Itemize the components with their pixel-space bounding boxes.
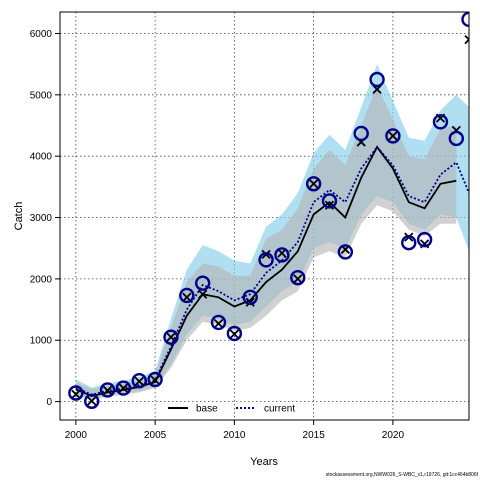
- point-current: [416, 231, 433, 248]
- point-base: [102, 385, 113, 396]
- point-current: [321, 193, 338, 209]
- point-base: [118, 383, 129, 393]
- point-base: [71, 389, 81, 399]
- point-current: [305, 176, 322, 192]
- y-tick-label: 3000: [30, 213, 53, 224]
- legend: base current: [168, 404, 295, 415]
- legend-label-current: current: [264, 404, 295, 415]
- point-current: [432, 114, 449, 130]
- point-current: [115, 380, 132, 396]
- confidence-bands: [75, 64, 469, 400]
- y-tick-label: 0: [46, 397, 52, 408]
- y-tick-label: 4000: [30, 152, 53, 163]
- point-current: [461, 12, 469, 28]
- point-current: [163, 329, 179, 345]
- point-current: [131, 373, 147, 389]
- point-current: [147, 371, 163, 388]
- observation-markers: [68, 12, 469, 409]
- point-current: [274, 247, 290, 263]
- legend-label-base: base: [196, 404, 218, 415]
- point-base: [309, 179, 319, 189]
- x-tick-label: 2000: [65, 430, 88, 441]
- y-axis-title: Catch: [13, 202, 25, 231]
- x-tick-label: 2015: [303, 430, 326, 441]
- band-base: [75, 85, 457, 400]
- x-tick-label: 2020: [382, 430, 405, 441]
- point-current: [290, 269, 306, 286]
- point-current: [68, 385, 84, 401]
- footer-text: stockassessment.org,NWW026_S-WBC_v1,r197…: [325, 472, 478, 478]
- point-base: [277, 248, 287, 258]
- x-tick-label: 2005: [144, 430, 167, 441]
- point-base: [388, 131, 398, 141]
- point-current: [369, 71, 385, 88]
- point-base: [150, 375, 160, 385]
- point-current: [99, 382, 116, 398]
- point-current: [194, 275, 211, 291]
- y-tick-label: 6000: [30, 29, 53, 40]
- point-base: [166, 332, 176, 342]
- point-current: [242, 289, 258, 305]
- point-base: [134, 376, 144, 386]
- point-current: [179, 287, 195, 304]
- x-tick-label: 2010: [223, 430, 246, 441]
- y-tick-label: 1000: [30, 336, 53, 347]
- y-tick-label: 5000: [30, 90, 53, 101]
- point-current: [353, 125, 369, 142]
- plot-frame: [59, 11, 470, 421]
- point-base: [245, 297, 255, 307]
- point-base: [87, 396, 97, 406]
- point-current: [258, 252, 274, 268]
- point-current: [385, 128, 401, 144]
- point-current: [401, 234, 417, 251]
- y-tick-label: 2000: [30, 274, 53, 285]
- point-base: [198, 289, 208, 299]
- point-base: [213, 319, 224, 329]
- point-base: [229, 329, 240, 339]
- axes: 2000 2005 2010 2015 2020 0 1000 2000 3000 4000 500…: [30, 29, 405, 441]
- point-current: [210, 314, 227, 331]
- point-current: [226, 325, 243, 342]
- point-base: [182, 292, 192, 302]
- point-current: [84, 393, 100, 409]
- point-current: [448, 130, 465, 147]
- band-current: [75, 64, 469, 400]
- point-base: [293, 274, 303, 284]
- point-current: [337, 244, 354, 260]
- x-axis-title: Years: [250, 456, 278, 468]
- point-base: [464, 34, 469, 45]
